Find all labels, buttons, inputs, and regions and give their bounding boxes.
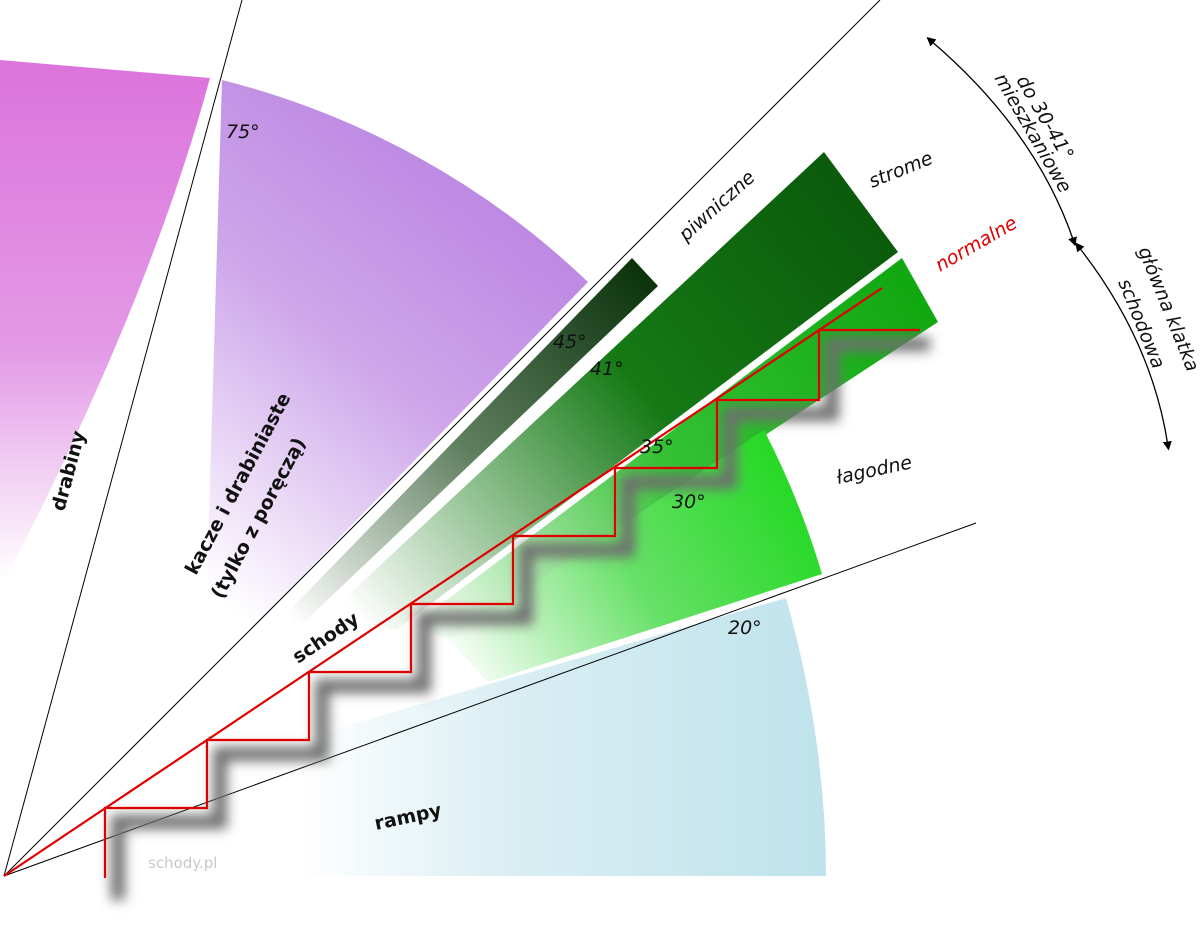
angle-45: 45° <box>553 331 587 353</box>
label-normal: normalne <box>932 212 1021 276</box>
main-staircase-range-arrow <box>1075 242 1172 451</box>
sector-steep <box>330 152 898 630</box>
sector-ladders <box>0 60 210 580</box>
angle-20: 20° <box>728 617 762 639</box>
sector-ship-ladders <box>205 80 588 650</box>
angle-30: 30° <box>672 491 706 513</box>
label-gentle: łagodne <box>834 451 913 488</box>
sector-basement <box>282 258 658 626</box>
stair-profile-shadow <box>111 337 930 900</box>
residential-range-arrow <box>926 37 1077 247</box>
sector-ramps <box>290 598 826 876</box>
angle-35: 35° <box>640 436 674 458</box>
label-steep: strome <box>866 147 936 192</box>
angle-75: 75° <box>226 121 260 143</box>
stair-profile <box>103 328 920 878</box>
angle-41: 41° <box>590 358 624 380</box>
watermark: schody.pl <box>148 854 217 872</box>
stair-pitch-line <box>3 287 883 877</box>
